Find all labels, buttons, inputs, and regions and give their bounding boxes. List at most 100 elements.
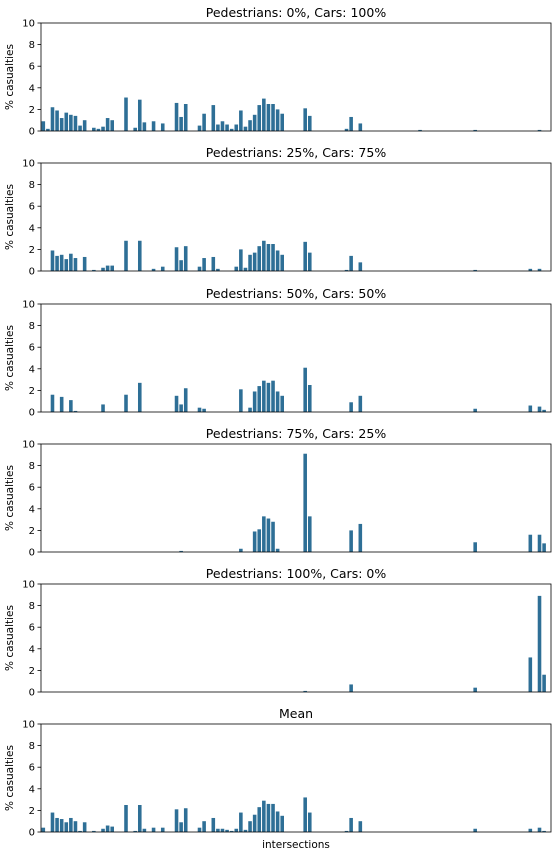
bar	[216, 268, 220, 271]
y-tick-label: 4	[29, 83, 35, 94]
bar	[349, 116, 353, 131]
bar	[183, 104, 188, 131]
bar	[542, 830, 546, 832]
y-tick-label: 6	[29, 763, 35, 774]
bar	[275, 109, 280, 131]
bar	[55, 110, 59, 131]
bar	[349, 255, 353, 271]
y-tick-label: 6	[29, 343, 35, 354]
y-tick-label: 0	[29, 267, 35, 278]
y-tick-label: 10	[22, 440, 35, 451]
bar	[174, 809, 179, 832]
y-axis-label: % casualties	[4, 465, 16, 531]
bar	[303, 690, 307, 692]
chart-panel: Pedestrians: 25%, Cars: 75% % casualties 0…	[4, 145, 552, 278]
bar	[101, 126, 105, 131]
bar	[179, 260, 183, 271]
bar	[266, 518, 271, 552]
bar	[234, 828, 239, 832]
bar	[537, 595, 542, 692]
bar	[124, 394, 128, 412]
bar	[303, 241, 307, 271]
bar	[133, 127, 137, 131]
bar	[41, 121, 46, 131]
y-axis-label: % casualties	[4, 325, 16, 391]
axes-frame	[40, 723, 552, 833]
bar	[243, 829, 248, 832]
bar	[537, 827, 542, 832]
bar	[358, 523, 363, 552]
bar	[211, 256, 216, 271]
bar	[252, 531, 257, 552]
bar	[271, 104, 275, 131]
bar	[142, 828, 147, 832]
bar	[59, 254, 64, 271]
axes-frame	[40, 162, 552, 272]
y-tick-label: 6	[29, 202, 35, 213]
bar	[124, 97, 128, 131]
bar	[69, 114, 73, 131]
y-tick-label: 8	[29, 180, 35, 191]
bar	[349, 530, 353, 552]
y-tick-label: 10	[22, 159, 35, 170]
chart-panel: Pedestrians: 50%, Cars: 50% % casualties 0…	[4, 286, 552, 419]
bar	[280, 395, 284, 412]
bar	[174, 395, 179, 412]
bar	[160, 827, 165, 832]
bar	[257, 105, 262, 131]
bar	[239, 110, 243, 131]
y-tick-label: 6	[29, 62, 35, 73]
bar	[266, 104, 271, 131]
bar	[266, 244, 271, 271]
bar	[197, 827, 202, 832]
bar	[137, 805, 142, 832]
bar	[142, 122, 147, 131]
bar	[349, 402, 353, 412]
bar	[307, 115, 312, 131]
bar	[50, 394, 55, 412]
bar	[358, 821, 363, 832]
bar	[473, 269, 477, 271]
y-tick-label: 0	[29, 408, 35, 419]
bar	[234, 266, 239, 271]
bar	[271, 380, 275, 412]
bar	[92, 127, 96, 131]
bar	[64, 112, 69, 131]
bar	[78, 830, 82, 832]
bar	[537, 268, 542, 271]
bar	[216, 124, 220, 131]
bar	[179, 116, 183, 131]
y-tick-label: 6	[29, 623, 35, 634]
bar	[344, 830, 349, 832]
bar	[59, 396, 64, 412]
bar	[225, 124, 229, 131]
panel-title: Pedestrians: 100%, Cars: 0%	[206, 566, 387, 581]
bar	[220, 121, 225, 131]
bar	[280, 254, 284, 271]
bar	[542, 674, 546, 692]
bar	[105, 265, 110, 271]
axes-frame	[40, 583, 552, 693]
bar	[239, 249, 243, 271]
bar	[96, 128, 101, 131]
axes-frame	[40, 443, 552, 553]
bar	[179, 404, 183, 412]
bar	[307, 516, 312, 552]
bar	[101, 404, 105, 412]
bar	[358, 395, 363, 412]
y-tick-label: 10	[22, 720, 35, 731]
bar	[92, 269, 96, 271]
bar	[257, 529, 262, 552]
y-tick-label: 4	[29, 644, 35, 655]
y-tick-label: 8	[29, 321, 35, 332]
bar	[73, 258, 78, 271]
bar	[137, 99, 142, 131]
bar	[280, 815, 284, 832]
y-tick-label: 4	[29, 784, 35, 795]
bar	[110, 265, 114, 271]
bar	[183, 388, 188, 412]
bar	[105, 118, 110, 131]
bar	[349, 684, 353, 692]
bar	[358, 262, 363, 271]
